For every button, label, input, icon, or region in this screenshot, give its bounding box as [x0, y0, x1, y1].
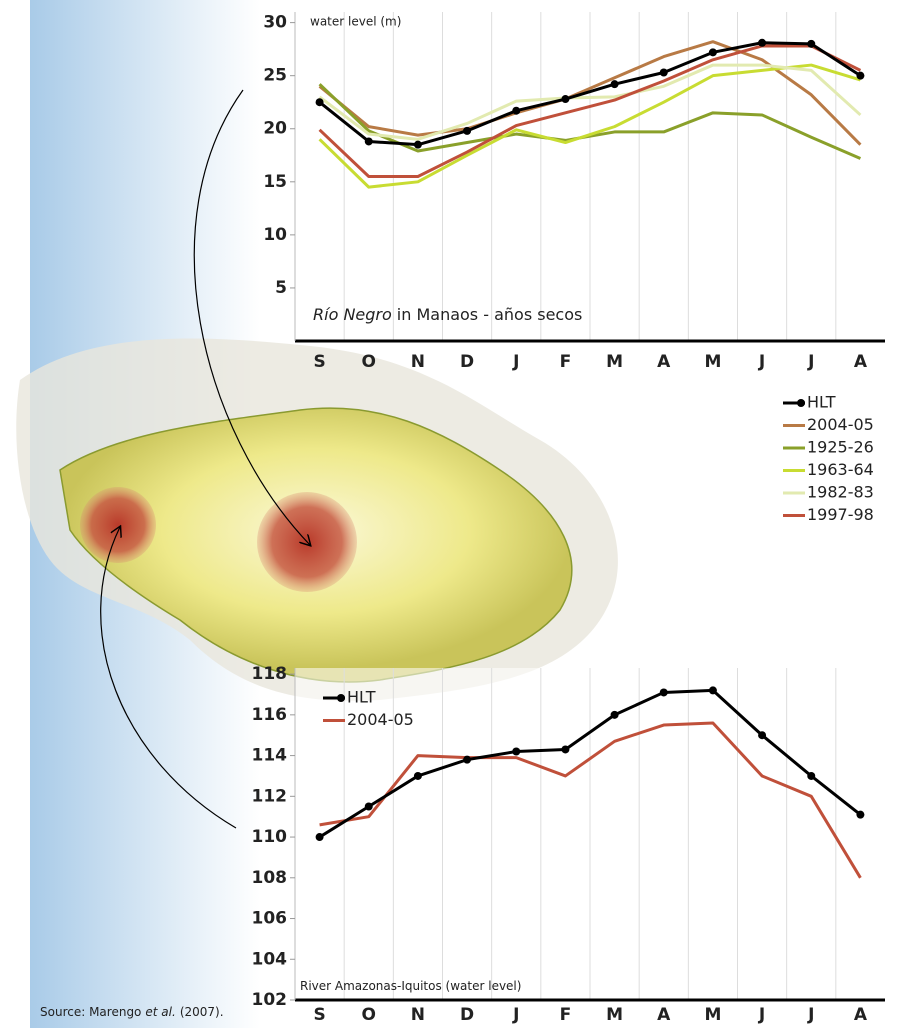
x-tick-label: F — [560, 352, 572, 372]
y-tick-label: 106 — [252, 909, 288, 929]
y-tick-label: 10 — [263, 225, 287, 245]
data-point — [463, 126, 472, 135]
legend-label: 1997-98 — [807, 505, 874, 524]
x-tick-label: F — [560, 1005, 572, 1025]
series-line — [318, 44, 862, 178]
data-point — [708, 48, 717, 57]
y-tick-label: 118 — [252, 664, 288, 684]
x-tick-label: N — [411, 1005, 425, 1025]
y-tick-label: 110 — [252, 827, 288, 847]
data-point — [364, 802, 373, 811]
data-point — [315, 833, 324, 842]
series-line — [318, 688, 862, 839]
source: Source: Marengo et al. (2007). — [40, 1005, 224, 1019]
data-point — [807, 771, 816, 780]
data-point — [413, 140, 422, 149]
y-tick-label: 30 — [263, 13, 287, 33]
x-tick-label: M — [606, 352, 623, 372]
data-point — [758, 38, 767, 47]
x-tick-label: J — [807, 1005, 814, 1025]
source-year: (2007). — [180, 1005, 224, 1019]
x-tick-label: M — [606, 1005, 623, 1025]
y-tick-label: 102 — [252, 990, 288, 1010]
y-tick-label: 25 — [263, 66, 287, 86]
data-point — [561, 95, 570, 104]
legend-label: 1925-26 — [807, 438, 874, 457]
y-tick-label: 104 — [252, 949, 288, 969]
series-line — [318, 63, 861, 189]
x-tick-label: D — [460, 352, 474, 372]
data-point — [856, 71, 865, 80]
y-tick-label: 114 — [252, 746, 288, 766]
title-part: River Amazonas-Iquitos (water level) — [300, 979, 521, 993]
x-tick-label: M — [704, 1005, 721, 1025]
source-italic: et al. — [145, 1005, 175, 1019]
data-point — [512, 747, 521, 756]
y-tick-label: 5 — [275, 278, 287, 298]
data-point — [413, 771, 422, 780]
y-tick-label: 20 — [263, 119, 287, 139]
map-background — [16, 0, 618, 1028]
legend-label: 1982-83 — [807, 483, 874, 502]
y-axis-label: water level (m) — [310, 15, 401, 29]
x-tick-label: A — [657, 1005, 671, 1025]
x-tick-label: S — [313, 352, 325, 372]
legend-marker — [797, 399, 805, 407]
x-tick-label: N — [411, 352, 425, 372]
x-tick-label: D — [460, 1005, 474, 1025]
data-point — [659, 688, 668, 697]
legend-label: HLT — [807, 393, 836, 412]
y-tick-label: 112 — [252, 786, 288, 806]
chart-title: River Amazonas-Iquitos (water level) — [300, 979, 521, 993]
data-point — [659, 68, 668, 77]
x-tick-label: S — [313, 1005, 325, 1025]
data-point — [463, 755, 472, 764]
data-point — [758, 731, 767, 740]
data-point — [856, 810, 865, 819]
data-point — [561, 745, 570, 754]
legend-label: 1963-64 — [807, 460, 874, 479]
series-line — [319, 721, 862, 879]
data-point — [315, 98, 324, 107]
x-tick-label: A — [657, 352, 671, 372]
data-point — [708, 686, 717, 695]
x-tick-label: O — [362, 352, 376, 372]
y-tick-label: 108 — [252, 868, 288, 888]
chart-title: Río Negro in Manaos - años secos — [313, 305, 582, 324]
legend-label: 2004-05 — [347, 710, 414, 729]
data-point — [610, 80, 619, 89]
y-tick-label: 15 — [263, 172, 287, 192]
series-line — [318, 63, 862, 141]
x-tick-label: J — [512, 352, 519, 372]
x-tick-label: J — [512, 1005, 519, 1025]
series-line — [318, 41, 862, 147]
title-part: in Manaos - años secos — [397, 305, 583, 324]
x-tick-label: M — [704, 352, 721, 372]
x-tick-label: J — [758, 352, 765, 372]
source-text: Source: Marengo — [40, 1005, 141, 1019]
x-tick-label: O — [362, 1005, 376, 1025]
x-tick-label: J — [807, 352, 814, 372]
x-tick-label: J — [758, 1005, 765, 1025]
y-tick-label: 116 — [252, 705, 288, 725]
x-tick-label: A — [854, 1005, 868, 1025]
data-point — [512, 106, 521, 115]
data-point — [364, 137, 373, 146]
legend-marker — [337, 694, 345, 702]
data-point — [610, 710, 619, 719]
series-line — [318, 83, 862, 160]
legend-label: HLT — [347, 688, 376, 707]
title-part: Río Negro — [313, 305, 392, 324]
data-point — [807, 39, 816, 48]
x-tick-label: A — [854, 352, 868, 372]
legend-label: 2004-05 — [807, 415, 874, 434]
